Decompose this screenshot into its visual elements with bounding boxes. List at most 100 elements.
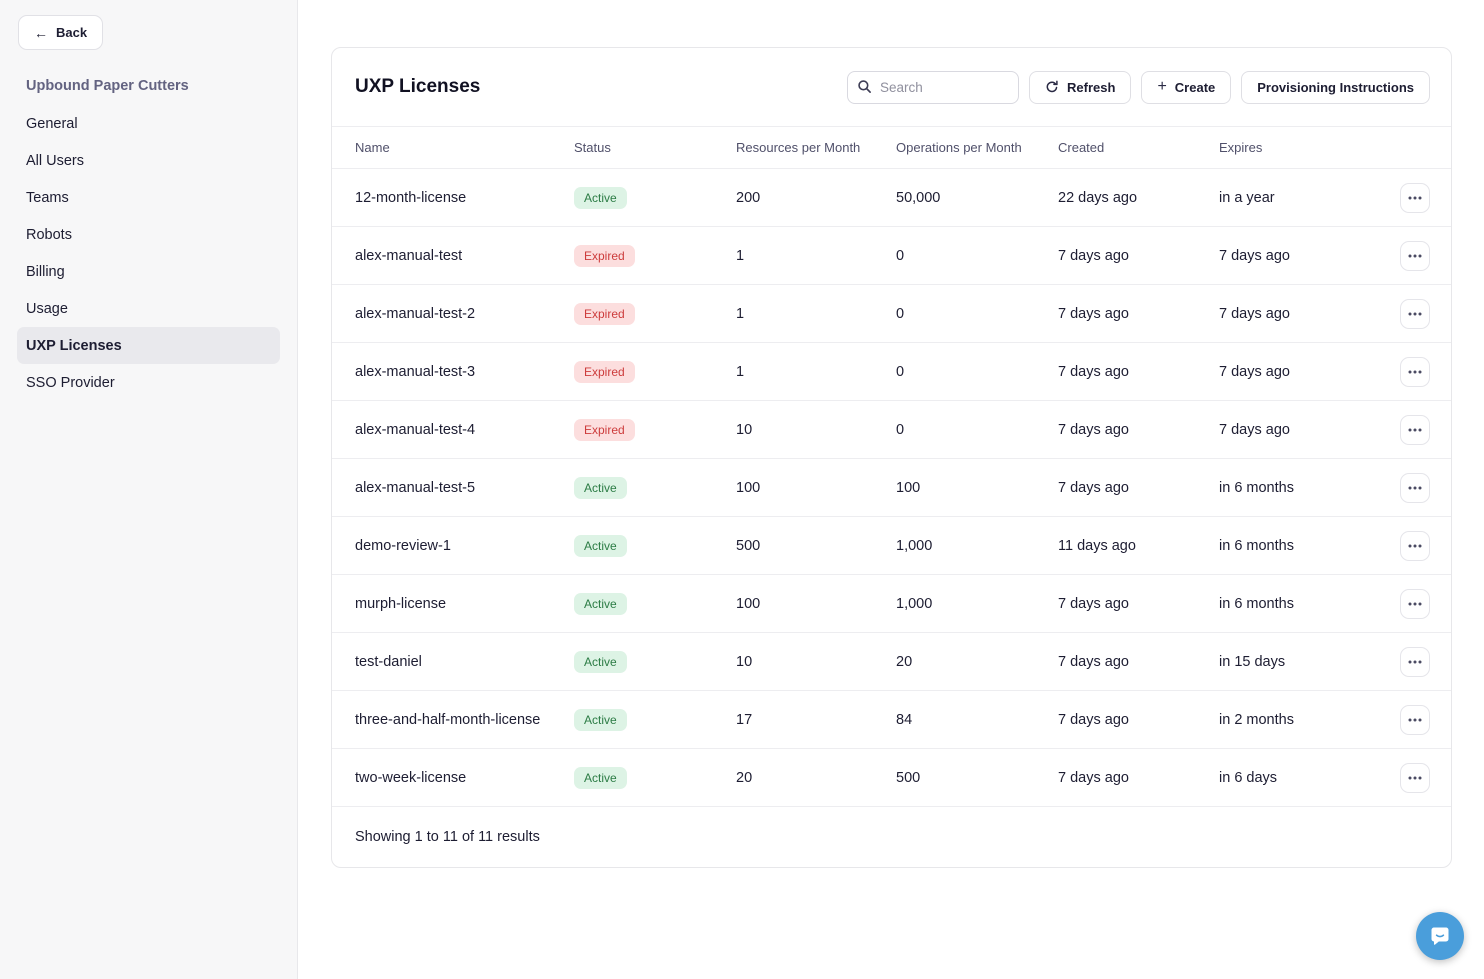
expires-date[interactable]: 7 days ago <box>1219 305 1290 322</box>
expires-date[interactable]: in 6 days <box>1219 769 1278 786</box>
sidebar-item-uxp-licenses[interactable]: UXP Licenses <box>17 327 280 364</box>
expires-date[interactable]: in a year <box>1219 189 1275 206</box>
expires-date[interactable]: in 2 months <box>1219 711 1294 728</box>
status-badge: Active <box>574 766 627 789</box>
operations-per-month: 20 <box>896 653 913 670</box>
resources-per-month: 17 <box>736 711 753 728</box>
expires-date[interactable]: in 6 months <box>1219 595 1294 612</box>
ellipsis-icon <box>1408 370 1422 374</box>
licenses-card: UXP Licenses Refresh <box>331 47 1452 868</box>
row-actions-button[interactable] <box>1400 762 1430 793</box>
created-date[interactable]: 7 days ago <box>1058 421 1129 438</box>
sidebar-item-robots[interactable]: Robots <box>0 216 297 253</box>
sidebar: ← Back Upbound Paper Cutters General All… <box>0 0 298 979</box>
created-date[interactable]: 22 days ago <box>1058 189 1138 206</box>
operations-per-month: 1,000 <box>896 595 933 612</box>
expires-date[interactable]: in 6 months <box>1219 537 1294 554</box>
card-header: UXP Licenses Refresh <box>332 48 1451 126</box>
table-row: alex-manual-test Expired 1 0 7 days ago … <box>332 226 1451 284</box>
expires-date[interactable]: 7 days ago <box>1219 247 1290 264</box>
search-box <box>847 70 1020 104</box>
status-badge: Expired <box>574 302 635 325</box>
operations-per-month: 1,000 <box>896 537 933 554</box>
status-badge: Active <box>574 186 627 209</box>
table-body: 12-month-license Active 200 50,000 22 da… <box>332 168 1451 806</box>
created-date[interactable]: 7 days ago <box>1058 711 1129 728</box>
table-row: test-daniel Active 10 20 7 days ago in 1… <box>332 632 1451 690</box>
refresh-button[interactable]: Refresh <box>1029 70 1132 104</box>
sidebar-item-label: UXP Licenses <box>26 337 122 354</box>
sidebar-item-teams[interactable]: Teams <box>0 179 297 216</box>
license-name: demo-review-1 <box>355 537 451 554</box>
sidebar-item-all-users[interactable]: All Users <box>0 142 297 179</box>
status-badge: Active <box>574 534 627 557</box>
license-name: alex-manual-test-5 <box>355 479 476 496</box>
provisioning-instructions-button[interactable]: Provisioning Instructions <box>1241 70 1430 104</box>
row-actions-button[interactable] <box>1400 240 1430 271</box>
sidebar-item-general[interactable]: General <box>0 105 297 142</box>
sidebar-item-label: Robots <box>26 226 72 243</box>
license-name: test-daniel <box>355 653 422 670</box>
ellipsis-icon <box>1408 718 1422 722</box>
expires-date[interactable]: in 6 months <box>1219 479 1294 496</box>
sidebar-item-sso-provider[interactable]: SSO Provider <box>0 364 297 401</box>
expires-date[interactable]: 7 days ago <box>1219 363 1290 380</box>
ellipsis-icon <box>1408 428 1422 432</box>
row-actions-button[interactable] <box>1400 646 1430 677</box>
created-date[interactable]: 7 days ago <box>1058 305 1129 322</box>
column-header-name: Name <box>355 140 390 155</box>
row-actions-button[interactable] <box>1400 588 1430 619</box>
resources-per-month: 10 <box>736 653 753 670</box>
sidebar-nav: General All Users Teams Robots Billing U… <box>0 105 297 401</box>
created-date[interactable]: 7 days ago <box>1058 479 1129 496</box>
created-date[interactable]: 7 days ago <box>1058 769 1129 786</box>
org-name: Upbound Paper Cutters <box>26 78 189 94</box>
ellipsis-icon <box>1408 660 1422 664</box>
created-date[interactable]: 7 days ago <box>1058 363 1129 380</box>
row-actions-button[interactable] <box>1400 356 1430 387</box>
created-date[interactable]: 11 days ago <box>1058 537 1136 554</box>
create-button[interactable]: + Create <box>1141 70 1232 104</box>
row-actions-button[interactable] <box>1400 182 1430 213</box>
table-row: demo-review-1 Active 500 1,000 11 days a… <box>332 516 1451 574</box>
row-actions-button[interactable] <box>1400 414 1430 445</box>
results-count: Showing 1 to 11 of 11 results <box>355 829 540 845</box>
row-actions-button[interactable] <box>1400 472 1430 503</box>
sidebar-item-usage[interactable]: Usage <box>0 290 297 327</box>
search-input[interactable] <box>847 70 1020 104</box>
ellipsis-icon <box>1408 254 1422 258</box>
back-button[interactable]: ← Back <box>18 15 104 50</box>
column-header-created: Created <box>1058 140 1105 155</box>
status-badge: Active <box>574 476 627 499</box>
table-row: three-and-half-month-license Active 17 8… <box>332 690 1451 748</box>
expires-date[interactable]: in 15 days <box>1219 653 1286 670</box>
operations-per-month: 500 <box>896 769 921 786</box>
row-actions-button[interactable] <box>1400 704 1430 735</box>
expires-date[interactable]: 7 days ago <box>1219 421 1290 438</box>
sidebar-item-label: Billing <box>26 263 65 280</box>
table-footer: Showing 1 to 11 of 11 results <box>332 806 1451 867</box>
chat-launcher-button[interactable] <box>1416 912 1464 960</box>
resources-per-month: 1 <box>736 247 745 264</box>
page-title: UXP Licenses <box>355 76 481 97</box>
resources-per-month: 10 <box>736 421 753 438</box>
resources-per-month: 20 <box>736 769 753 786</box>
row-actions-button[interactable] <box>1400 530 1430 561</box>
table-row: 12-month-license Active 200 50,000 22 da… <box>332 168 1451 226</box>
sidebar-item-billing[interactable]: Billing <box>0 253 297 290</box>
operations-per-month: 0 <box>896 363 905 380</box>
status-badge: Expired <box>574 244 635 267</box>
ellipsis-icon <box>1408 776 1422 780</box>
created-date[interactable]: 7 days ago <box>1058 247 1129 264</box>
created-date[interactable]: 7 days ago <box>1058 595 1129 612</box>
ellipsis-icon <box>1408 602 1422 606</box>
chat-bubble-icon <box>1428 924 1452 948</box>
row-actions-button[interactable] <box>1400 298 1430 329</box>
operations-per-month: 50,000 <box>896 189 941 206</box>
status-badge: Active <box>574 708 627 731</box>
sidebar-item-label: Usage <box>26 300 68 317</box>
license-name: murph-license <box>355 595 447 612</box>
toolbar: Refresh + Create Provisioning Instructio… <box>847 70 1430 104</box>
resources-per-month: 200 <box>736 189 761 206</box>
created-date[interactable]: 7 days ago <box>1058 653 1129 670</box>
